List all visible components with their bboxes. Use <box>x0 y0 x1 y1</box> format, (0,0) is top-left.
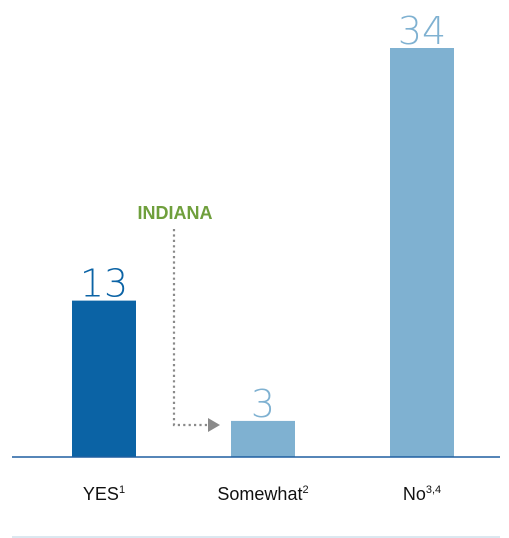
category-label-no: No3,4 <box>403 484 441 504</box>
bars-group <box>72 48 454 457</box>
value-label-somewhat: 3 <box>251 382 275 426</box>
category-label-yes: YES1 <box>83 484 125 504</box>
category-labels-group: YES1 Somewhat2 No3,4 <box>83 484 441 504</box>
value-labels-group: 13 3 34 <box>80 9 446 426</box>
bar-no <box>390 48 454 457</box>
category-text: No <box>403 484 426 504</box>
indiana-annotation: INDIANA <box>138 203 220 432</box>
footnote-marker: 1 <box>119 484 125 496</box>
value-label-yes: 13 <box>80 262 128 306</box>
category-label-somewhat: Somewhat2 <box>217 484 308 504</box>
annotation-label: INDIANA <box>138 203 213 223</box>
category-text: Somewhat <box>217 484 302 504</box>
bar-yes <box>72 300 136 457</box>
arrow-head-icon <box>208 418 220 432</box>
footnote-marker: 3,4 <box>426 484 441 496</box>
annotation-connector <box>172 229 210 427</box>
category-text: YES <box>83 484 119 504</box>
footnote-marker: 2 <box>302 484 308 496</box>
value-label-no: 34 <box>398 9 446 53</box>
bar-somewhat <box>231 420 295 457</box>
